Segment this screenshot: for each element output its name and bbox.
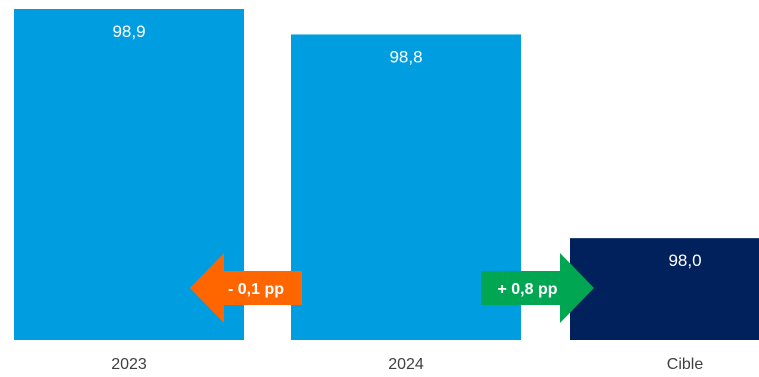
- value-label-cible: 98,0: [668, 251, 701, 270]
- arrows-layer: - 0,1 pp + 0,8 pp: [190, 253, 594, 323]
- increase-arrow: + 0,8 pp: [481, 253, 594, 323]
- value-label-2024: 98,8: [389, 47, 422, 66]
- category-label-2023: 2023: [111, 356, 147, 373]
- increase-arrow-shape: [481, 253, 594, 323]
- value-label-2023: 98,9: [112, 22, 145, 41]
- category-label-cible: Cible: [667, 356, 704, 373]
- category-labels-layer: 2023 2024 Cible: [111, 356, 703, 373]
- decrease-arrow: - 0,1 pp: [190, 253, 302, 323]
- decrease-arrow-shape: [190, 253, 302, 323]
- bar-cible: [570, 238, 759, 340]
- increase-arrow-label: + 0,8 pp: [497, 281, 557, 298]
- value-labels-layer: 98,9 98,8 98,0: [112, 22, 701, 270]
- decrease-arrow-label: - 0,1 pp: [228, 281, 284, 298]
- bars-layer: [14, 9, 759, 340]
- category-label-2024: 2024: [388, 356, 424, 373]
